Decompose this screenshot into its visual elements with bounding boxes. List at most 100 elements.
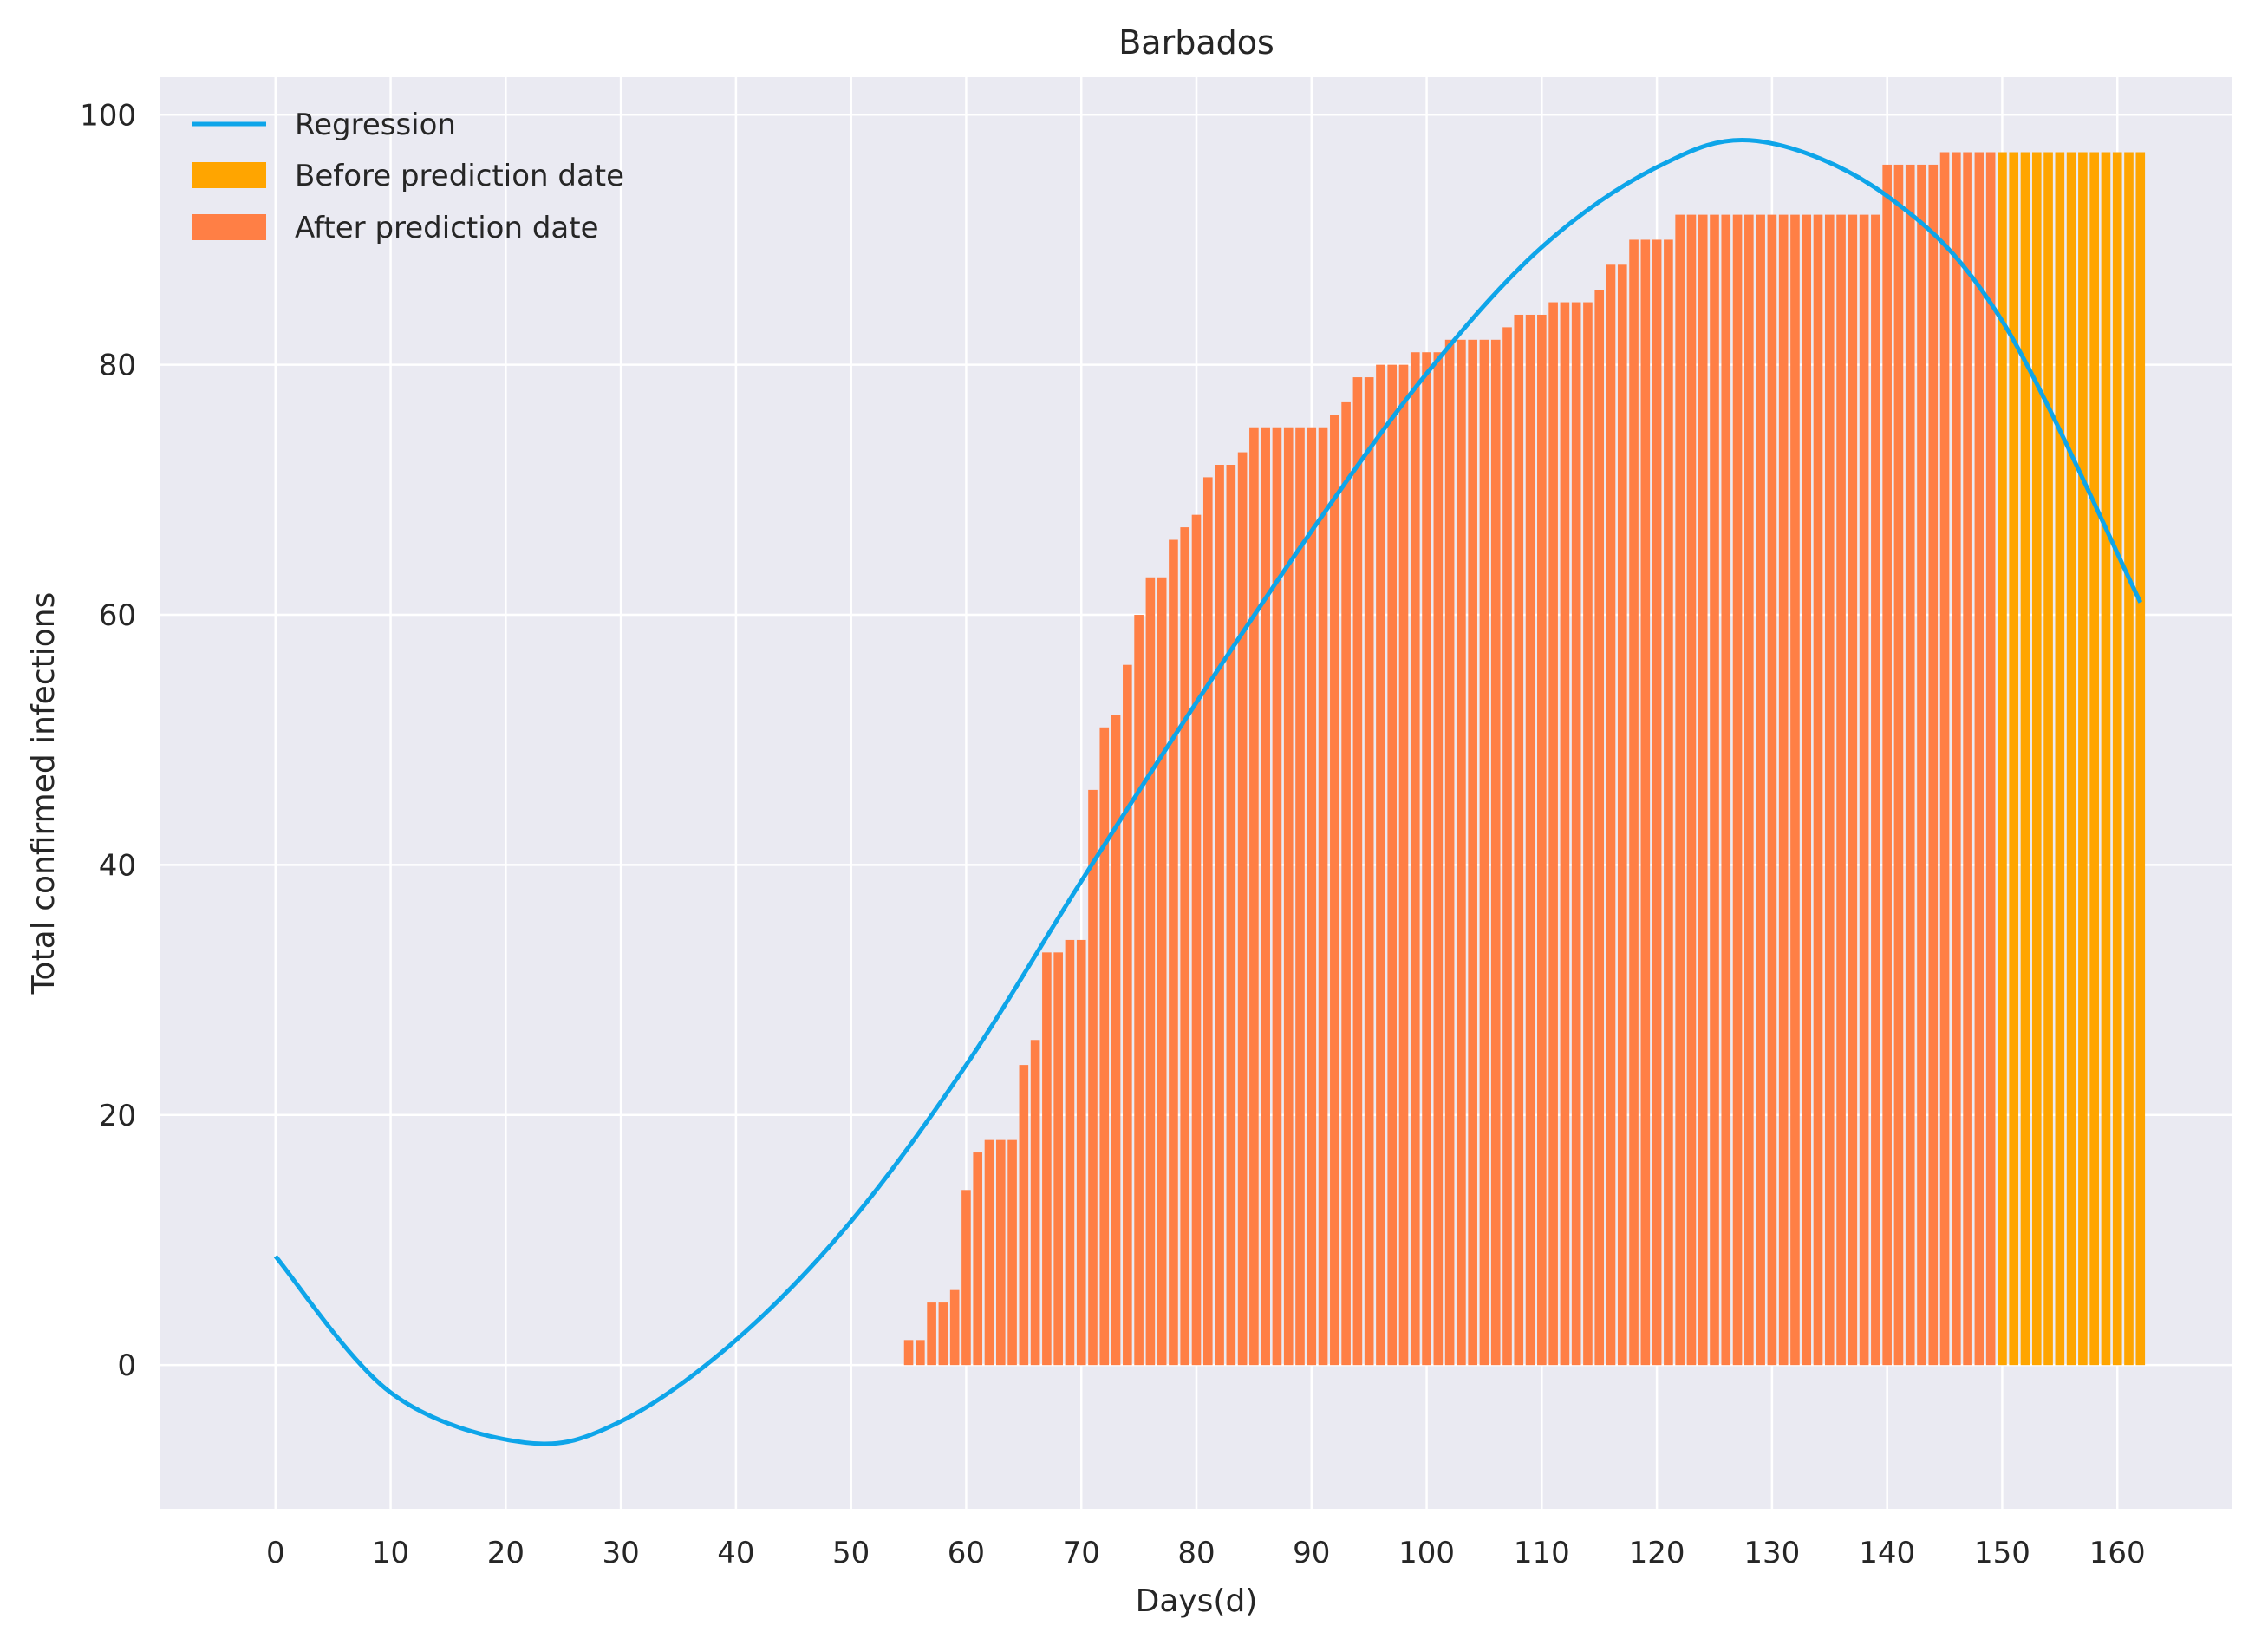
bar xyxy=(1191,514,1202,1366)
bar xyxy=(1767,214,1777,1366)
bar xyxy=(1963,152,1972,1366)
bar xyxy=(1675,214,1685,1366)
bar xyxy=(1387,364,1398,1366)
bars xyxy=(903,152,2146,1366)
bar xyxy=(1802,214,1812,1366)
bar xyxy=(1261,427,1270,1366)
bar xyxy=(1283,427,1294,1366)
bar xyxy=(1134,615,1144,1366)
legend-label-after: After prediction date xyxy=(295,211,599,245)
bar xyxy=(1859,214,1869,1366)
bar xyxy=(1433,352,1444,1366)
legend-swatch-before xyxy=(192,162,266,188)
bar xyxy=(1664,239,1673,1366)
bar xyxy=(1686,214,1697,1366)
bar xyxy=(1836,214,1846,1366)
bar xyxy=(1583,302,1593,1366)
bar xyxy=(1756,214,1765,1366)
bar xyxy=(1042,952,1052,1366)
bar xyxy=(1398,364,1409,1366)
x-tick-label: 40 xyxy=(717,1536,754,1570)
bar xyxy=(938,1302,948,1366)
bar xyxy=(1295,427,1305,1366)
bar xyxy=(1088,789,1098,1366)
bar xyxy=(973,1152,983,1366)
bar xyxy=(916,1340,925,1366)
bar xyxy=(1490,339,1501,1366)
bar xyxy=(1030,1040,1040,1366)
bar xyxy=(1917,164,1926,1366)
x-tick-label: 20 xyxy=(487,1536,525,1570)
x-tick-label: 100 xyxy=(1398,1536,1455,1570)
bar xyxy=(1237,452,1248,1366)
regression-layer xyxy=(273,137,2143,1446)
bar xyxy=(1341,401,1351,1366)
bar xyxy=(2101,152,2111,1366)
x-tick-label: 120 xyxy=(1629,1536,1685,1570)
bar xyxy=(2043,152,2053,1366)
bar xyxy=(1893,164,1904,1366)
bar xyxy=(1123,664,1132,1366)
x-tick-label: 160 xyxy=(2089,1536,2146,1570)
bar xyxy=(1468,339,1477,1366)
bar xyxy=(995,1139,1006,1366)
bar xyxy=(1226,464,1236,1366)
y-tick-label: 60 xyxy=(99,598,136,633)
bar xyxy=(1548,302,1558,1366)
bar xyxy=(1778,214,1789,1366)
bar xyxy=(1076,939,1086,1366)
bar xyxy=(1710,214,1719,1366)
bar xyxy=(1813,214,1823,1366)
x-tick-label: 110 xyxy=(1514,1536,1570,1570)
bar xyxy=(1871,214,1880,1366)
bar xyxy=(1376,364,1385,1366)
x-tick-label: 10 xyxy=(372,1536,409,1570)
bar xyxy=(1019,1065,1029,1366)
bar xyxy=(1537,314,1547,1366)
bar xyxy=(1974,152,1984,1366)
bar xyxy=(1952,152,1961,1366)
bar xyxy=(1939,152,1950,1366)
x-tick-labels: 0 10 20 30 40 50 60 70 80 90 100 110 120 130 140 150 160 xyxy=(266,1536,2146,1570)
bar xyxy=(1180,527,1190,1366)
y-axis-label: Total confirmed infections xyxy=(26,592,62,995)
bar xyxy=(1364,377,1374,1366)
bar xyxy=(1744,214,1754,1366)
y-tick-label: 100 xyxy=(80,98,136,133)
chart-title: Barbados xyxy=(1118,23,1274,62)
bar xyxy=(1928,164,1939,1366)
bar xyxy=(1848,214,1858,1366)
bar xyxy=(2124,152,2134,1366)
legend-label-regression: Regression xyxy=(295,108,456,142)
bar xyxy=(2020,152,2030,1366)
bar xyxy=(1272,427,1282,1366)
bar xyxy=(1905,164,1915,1366)
bar xyxy=(1998,152,2007,1366)
bar xyxy=(1502,327,1512,1366)
bar xyxy=(903,1340,914,1366)
bar xyxy=(1479,339,1489,1366)
bar xyxy=(1249,427,1259,1366)
x-tick-label: 0 xyxy=(266,1536,285,1570)
bar xyxy=(1422,352,1431,1366)
bar xyxy=(1640,239,1651,1366)
x-tick-label: 130 xyxy=(1743,1536,1800,1570)
bar xyxy=(1157,577,1167,1366)
bar xyxy=(1307,427,1317,1366)
bar xyxy=(1732,214,1743,1366)
bar xyxy=(949,1289,960,1366)
bar xyxy=(1145,577,1156,1366)
bar xyxy=(2031,152,2042,1366)
x-tick-label: 150 xyxy=(1974,1536,2030,1570)
bar xyxy=(1007,1139,1017,1366)
bar xyxy=(1721,214,1731,1366)
bar xyxy=(1444,339,1455,1366)
x-tick-label: 140 xyxy=(1859,1536,1915,1570)
bar xyxy=(1410,352,1420,1366)
y-tick-labels: 0 20 40 60 80 100 xyxy=(80,98,136,1383)
bar xyxy=(2009,152,2019,1366)
bar xyxy=(1352,377,1363,1366)
y-tick-label: 20 xyxy=(99,1099,136,1133)
bar xyxy=(1457,339,1466,1366)
